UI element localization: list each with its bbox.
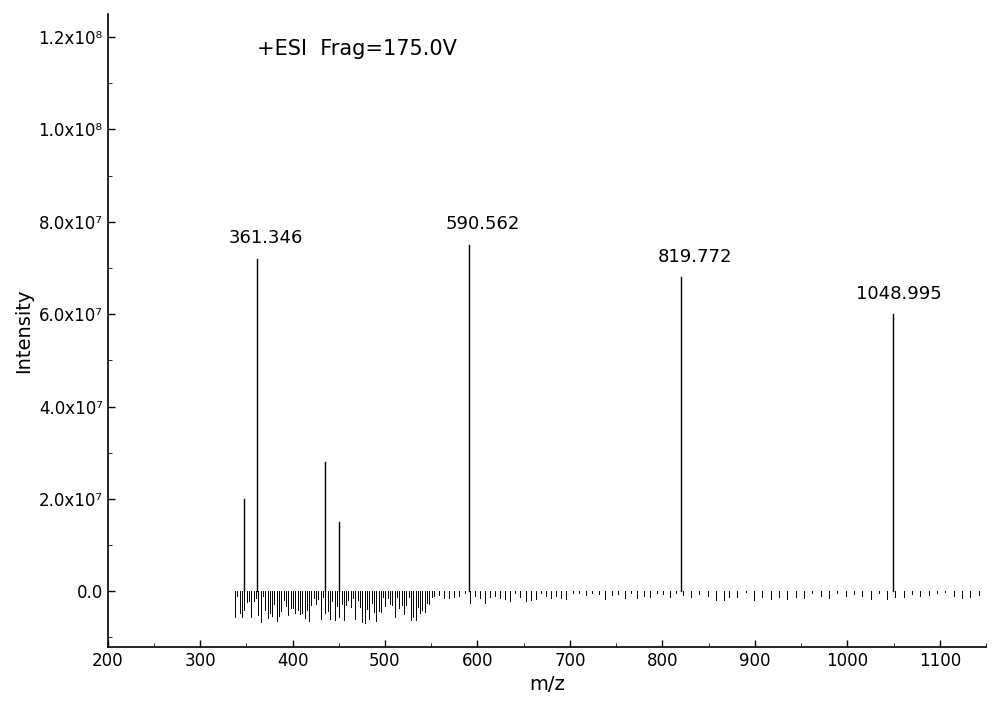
Text: +ESI  Frag=175.0V: +ESI Frag=175.0V (257, 39, 457, 59)
Text: 1048.995: 1048.995 (856, 285, 941, 302)
Text: 361.346: 361.346 (229, 229, 303, 247)
Y-axis label: Intensity: Intensity (14, 288, 33, 372)
Text: 819.772: 819.772 (658, 248, 732, 266)
Text: 590.562: 590.562 (446, 215, 520, 234)
X-axis label: m/z: m/z (529, 675, 565, 694)
